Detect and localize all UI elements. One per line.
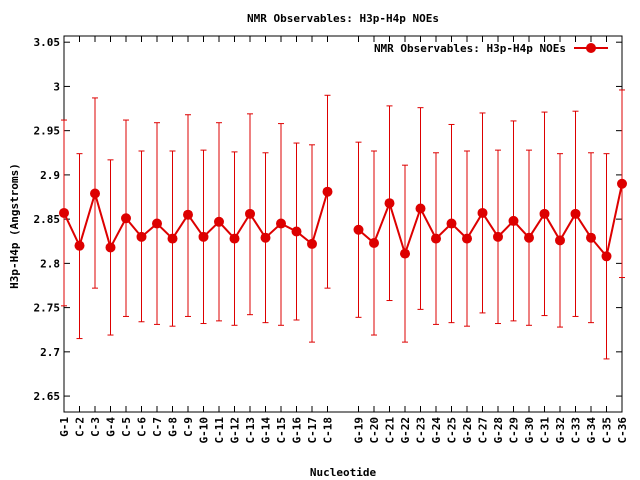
legend: NMR Observables: H3p-H4p NOEs xyxy=(374,42,608,55)
x-tick-label: G-8 xyxy=(167,417,180,437)
y-tick-label: 3 xyxy=(53,80,60,93)
data-point xyxy=(90,188,100,199)
x-tick-label: C-6 xyxy=(136,417,149,437)
x-tick-label: C-36 xyxy=(616,417,629,444)
x-tick-label: G-19 xyxy=(353,417,366,444)
y-tick-label: 2.8 xyxy=(40,257,60,270)
x-tick-label: C-23 xyxy=(415,417,428,444)
y-tick-label: 2.85 xyxy=(34,213,61,226)
y-tick-label: 2.65 xyxy=(34,390,61,403)
x-tick-label: C-17 xyxy=(306,417,319,444)
series-line-segment xyxy=(357,183,623,259)
y-tick-label: 2.75 xyxy=(34,302,61,315)
x-tick-label: C-25 xyxy=(446,417,459,444)
data-point xyxy=(524,232,534,243)
data-point xyxy=(539,208,550,219)
data-point xyxy=(369,238,379,249)
x-tick-label: C-27 xyxy=(477,417,490,444)
x-tick-label: C-18 xyxy=(322,417,335,444)
x-tick-label: C-31 xyxy=(539,417,552,444)
y-tick-label: 2.7 xyxy=(40,346,60,359)
x-tick-label: G-30 xyxy=(523,417,536,444)
data-point xyxy=(260,232,271,243)
y-tick-label: 2.95 xyxy=(34,125,61,138)
series-lines xyxy=(63,183,623,259)
x-tick-label: G-24 xyxy=(430,417,443,444)
error-bars xyxy=(61,89,625,360)
x-tick-label: G-28 xyxy=(492,417,505,444)
x-axis: G-1 C-2 C-3 G-4 C-5 C-6 C-7 G-8 C-9 G-10 C-11 G-12 C… xyxy=(58,36,629,444)
data-point xyxy=(136,231,147,242)
data-point xyxy=(291,226,302,237)
legend-marker xyxy=(586,43,596,53)
y-tick-label: 2.9 xyxy=(40,169,60,182)
chart-title: NMR Observables: H3p-H4p NOEs xyxy=(247,12,439,25)
x-tick-label: G-10 xyxy=(198,417,211,444)
data-point xyxy=(59,207,69,218)
data-point xyxy=(74,240,85,251)
data-point xyxy=(198,231,209,242)
x-tick-label: C-20 xyxy=(368,417,381,444)
data-point xyxy=(617,178,627,189)
data-point xyxy=(446,218,457,229)
data-point xyxy=(493,231,503,242)
x-tick-label: G-32 xyxy=(554,417,567,444)
data-point xyxy=(105,242,116,253)
x-tick-label: G-1 xyxy=(58,417,71,437)
legend-label: NMR Observables: H3p-H4p NOEs xyxy=(374,42,566,55)
x-tick-label: C-5 xyxy=(120,417,133,437)
x-axis-label: Nucleotide xyxy=(310,466,377,479)
data-point xyxy=(508,215,519,226)
data-point xyxy=(214,216,224,227)
x-tick-label: G-16 xyxy=(291,417,304,444)
x-tick-label: G-22 xyxy=(399,417,412,444)
data-point xyxy=(245,208,255,219)
x-tick-label: C-7 xyxy=(151,417,164,437)
data-point xyxy=(229,233,240,244)
y-axis: 2.65 2.7 2.75 2.8 2.85 2.9 2.95 3 3.05 xyxy=(34,36,622,403)
x-tick-label: G-4 xyxy=(105,417,118,437)
x-tick-label: C-9 xyxy=(182,417,195,437)
x-tick-label: G-12 xyxy=(229,417,242,444)
x-tick-label: C-11 xyxy=(213,417,226,444)
data-point xyxy=(183,209,193,220)
data-point xyxy=(570,208,581,219)
data-point xyxy=(121,213,131,224)
y-axis-label: H3p-H4p (Angstroms) xyxy=(8,163,21,289)
data-point xyxy=(322,186,333,197)
data-point xyxy=(307,238,317,249)
y-tick-label: 3.05 xyxy=(34,36,61,49)
x-tick-label: C-21 xyxy=(384,417,397,444)
data-point xyxy=(555,235,565,246)
x-tick-label: C-35 xyxy=(601,417,614,444)
x-tick-label: C-33 xyxy=(570,417,583,444)
x-tick-label: G-26 xyxy=(461,417,474,444)
data-point xyxy=(477,207,488,218)
x-tick-label: G-14 xyxy=(260,417,273,444)
series-line-segment xyxy=(63,189,329,251)
series-points xyxy=(59,178,627,262)
data-point xyxy=(462,233,472,244)
data-point xyxy=(152,218,162,229)
x-tick-label: C-3 xyxy=(89,417,102,437)
data-point xyxy=(415,203,426,214)
data-point xyxy=(601,251,612,262)
data-point xyxy=(586,232,596,243)
x-tick-label: C-13 xyxy=(244,417,257,444)
data-point xyxy=(384,198,395,209)
data-point xyxy=(167,233,178,244)
data-point xyxy=(353,224,364,235)
data-point xyxy=(276,218,286,229)
x-tick-label: C-29 xyxy=(508,417,521,444)
data-point xyxy=(431,233,441,244)
x-tick-label: G-34 xyxy=(585,417,598,444)
x-tick-label: C-15 xyxy=(275,417,288,444)
data-point xyxy=(400,248,410,259)
x-tick-label: C-2 xyxy=(74,417,87,437)
